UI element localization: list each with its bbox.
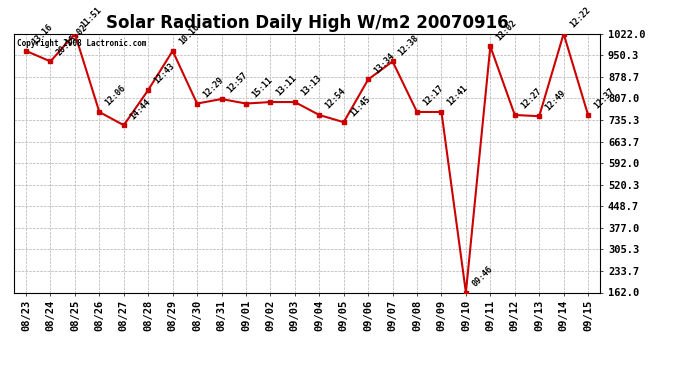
Text: 12:57: 12:57 [226, 71, 250, 95]
Text: 11:45: 11:45 [348, 94, 372, 118]
Text: 10:16: 10:16 [177, 23, 201, 47]
Text: 12:27: 12:27 [519, 87, 543, 111]
Text: 13:13: 13:13 [299, 74, 323, 98]
Text: 12:37: 12:37 [592, 87, 616, 111]
Text: 09:46: 09:46 [470, 264, 494, 288]
Text: 13:11: 13:11 [275, 74, 299, 98]
Title: Solar Radiation Daily High W/m2 20070916: Solar Radiation Daily High W/m2 20070916 [106, 14, 509, 32]
Text: 12:02: 12:02 [495, 18, 519, 42]
Text: 12:49: 12:49 [543, 88, 567, 112]
Text: Copyright 2008 Lactronic.com: Copyright 2008 Lactronic.com [17, 39, 146, 48]
Text: 12:22: 12:22 [568, 6, 592, 30]
Text: 12:54: 12:54 [324, 87, 348, 111]
Text: 14:44: 14:44 [128, 97, 152, 121]
Text: 12:38: 12:38 [397, 33, 421, 57]
Text: 15:11: 15:11 [250, 75, 274, 99]
Text: 12:17: 12:17 [421, 84, 445, 108]
Text: 11:51: 11:51 [79, 6, 103, 30]
Text: 12:29: 12:29 [201, 75, 226, 99]
Text: 13:16: 13:16 [30, 23, 55, 47]
Text: 12:41: 12:41 [446, 84, 470, 108]
Text: 20:15:02: 20:15:02 [55, 22, 89, 57]
Text: 12:06: 12:06 [104, 84, 128, 108]
Text: 13:34: 13:34 [373, 51, 396, 75]
Text: 12:43: 12:43 [152, 62, 177, 86]
